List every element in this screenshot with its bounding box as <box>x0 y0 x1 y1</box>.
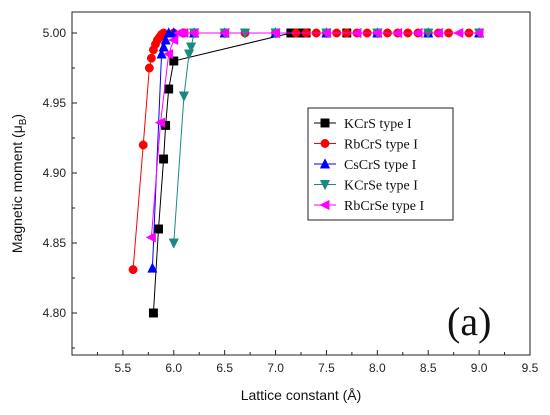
data-point <box>168 238 179 249</box>
x-tick-label: 5.5 <box>115 361 132 375</box>
data-point <box>164 84 174 94</box>
data-point <box>154 117 165 128</box>
y-axis-title: Magnetic moment (μB) <box>9 114 29 253</box>
data-point <box>183 49 195 60</box>
series-rbcrse-type-i <box>145 27 484 243</box>
legend-item: KCrSe type I <box>314 179 418 194</box>
y-tick-label: 4.95 <box>43 96 67 110</box>
x-tick-label: 7.5 <box>318 361 335 375</box>
data-point <box>162 48 174 60</box>
legend-marker <box>319 158 331 169</box>
legend-label: CsCrS type I <box>344 158 417 173</box>
legend-label: KCrSe type I <box>344 179 418 194</box>
data-point <box>178 27 189 39</box>
x-tick-label: 6.0 <box>165 361 182 375</box>
data-point <box>218 27 230 39</box>
data-point <box>351 27 362 39</box>
data-point <box>412 27 423 39</box>
data-point <box>320 27 331 39</box>
data-point <box>144 63 154 73</box>
data-point <box>473 27 484 39</box>
data-point <box>159 154 169 164</box>
x-tick-label: 7.0 <box>267 361 284 375</box>
x-tick-label: 8.5 <box>420 361 437 375</box>
legend-marker <box>320 139 330 148</box>
legend-item: RbCrSe type I <box>314 199 424 214</box>
x-tick-label: 6.5 <box>216 361 233 375</box>
x-tick-label: 8.0 <box>369 361 386 375</box>
legend-label: KCrS type I <box>344 117 412 132</box>
data-point <box>138 140 148 150</box>
data-point <box>371 27 382 39</box>
legend-label: RbCrSe type I <box>344 199 424 214</box>
data-point <box>128 265 138 275</box>
legend-marker <box>320 118 330 128</box>
data-point <box>169 56 179 66</box>
data-point <box>185 42 197 53</box>
data-point <box>156 48 167 59</box>
x-axis-title: Lattice constant (Å) <box>241 387 362 403</box>
data-point <box>178 91 190 102</box>
data-point <box>452 27 464 39</box>
data-point <box>188 27 199 39</box>
data-point <box>168 34 179 46</box>
y-tick-label: 4.85 <box>43 236 67 250</box>
svg-text:Magnetic moment (μB): Magnetic moment (μB) <box>9 114 29 253</box>
panel-label: (a) <box>447 299 491 344</box>
data-point <box>158 41 169 52</box>
x-tick-label: 9.5 <box>522 361 539 375</box>
data-point <box>391 27 403 39</box>
legend-marker <box>319 199 330 211</box>
legend-item: RbCrS type I <box>314 138 418 153</box>
y-tick-label: 5.00 <box>43 26 67 40</box>
y-tick-label: 4.80 <box>43 306 67 320</box>
data-point <box>269 27 281 39</box>
data-point <box>145 232 156 243</box>
data-point <box>147 262 158 273</box>
x-tick-label: 9.0 <box>471 361 488 375</box>
data-point <box>154 224 163 234</box>
legend-marker <box>319 180 331 191</box>
data-point <box>146 53 156 63</box>
legend: KCrS type I RbCrS type I CsCrS type I KCrSe… <box>307 107 454 221</box>
data-point <box>160 34 171 45</box>
y-tick-label: 4.90 <box>43 166 67 180</box>
data-point <box>148 308 158 318</box>
legend-label: RbCrS type I <box>344 138 418 153</box>
legend-item: KCrS type I <box>314 117 412 132</box>
data-point <box>432 27 443 39</box>
legend-item: CsCrS type I <box>314 158 417 173</box>
